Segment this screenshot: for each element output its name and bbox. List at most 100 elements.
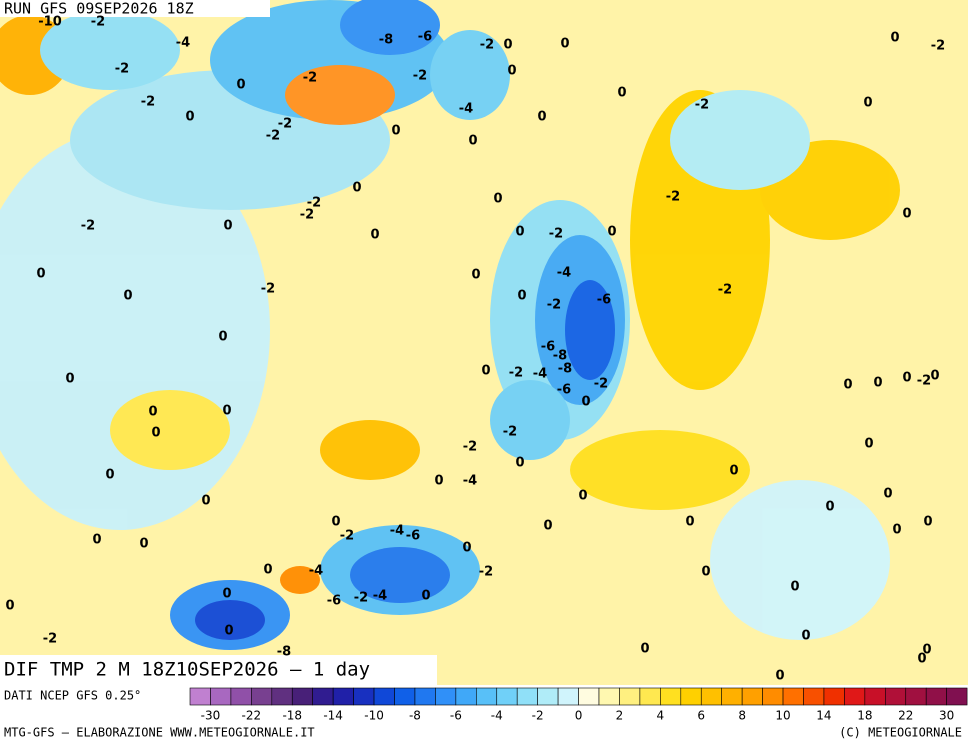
run-label: RUN GFS 09SEP2026 18Z [4, 0, 194, 18]
legend-swatch [946, 687, 968, 706]
contour-label: 0 [481, 364, 490, 379]
legend-swatch [455, 687, 477, 706]
legend-swatch [823, 687, 845, 706]
contour-label: 0 [825, 500, 834, 515]
contour-label: 0 [36, 267, 45, 282]
contour-label: 0 [640, 642, 649, 657]
legend-swatch [251, 687, 273, 706]
contour-label: -8 [553, 349, 567, 364]
contour-label: 0 [537, 110, 546, 125]
contour-label: -4 [533, 367, 547, 382]
contour-label: 0 [185, 110, 194, 125]
contour-label: -2 [509, 366, 523, 381]
legend-swatch [230, 687, 252, 706]
contour-label: 0 [503, 38, 512, 53]
contour-label: -4 [459, 102, 473, 117]
contour-label: -4 [309, 564, 323, 579]
legend-tick-label: 4 [657, 709, 665, 723]
contour-label: 0 [201, 494, 210, 509]
contour-label: 0 [890, 31, 899, 46]
legend-swatch [312, 687, 334, 706]
legend-swatch [578, 687, 600, 706]
contour-label: -2 [503, 425, 517, 440]
contour-label: 0 [493, 192, 502, 207]
run-box [0, 0, 270, 17]
contour-label: -2 [549, 227, 563, 242]
legend-swatch [353, 687, 375, 706]
legend-swatch [721, 687, 743, 706]
contour-label: 0 [331, 515, 340, 530]
contour-label: 0 [775, 669, 784, 684]
legend-swatch [660, 687, 682, 706]
contour-label: 0 [843, 378, 852, 393]
source-label: DATI NCEP GFS 0.25° [4, 689, 141, 703]
contour-label: 0 [883, 487, 892, 502]
contour-label: 0 [148, 405, 157, 420]
legend-swatch [619, 687, 641, 706]
contour-label: -6 [541, 340, 555, 355]
legend-swatch [210, 687, 232, 706]
contour-label: 0 [515, 456, 524, 471]
contour-label: 0 [65, 372, 74, 387]
contour-label: 0 [434, 474, 443, 489]
contour-label: -2 [266, 129, 280, 144]
legend-tick-label: -18 [282, 709, 302, 723]
contour-label: 0 [902, 371, 911, 386]
contour-label: -2 [463, 440, 477, 455]
contour-label: 0 [685, 515, 694, 530]
legend-tick-label: -6 [450, 709, 462, 723]
contour-label: -2 [354, 591, 368, 606]
legend-swatch [782, 687, 804, 706]
contour-label: 0 [370, 228, 379, 243]
contour-label: 0 [352, 181, 361, 196]
legend-swatch [741, 687, 763, 706]
contour-label: 0 [222, 587, 231, 602]
legend-swatch [537, 687, 559, 706]
contour-label: -6 [557, 383, 571, 398]
legend-tick-label: 18 [857, 709, 872, 723]
contour-label: -2 [300, 208, 314, 223]
legend-swatch [557, 687, 579, 706]
legend-tick-label: -14 [323, 709, 343, 723]
legend-swatch [925, 687, 947, 706]
legend-swatch [516, 687, 538, 706]
contour-label: 0 [864, 437, 873, 452]
contour-label: -6 [327, 594, 341, 609]
contour-label: 0 [607, 225, 616, 240]
legend-tick-label: 14 [816, 709, 831, 723]
contour-label: 0 [930, 369, 939, 384]
contour-label: 0 [468, 134, 477, 149]
contour-label: -2 [917, 374, 931, 389]
contour-label: -2 [91, 15, 105, 30]
color-legend: -30 -22 -18 -14 -10 -8 -6 -4 -2 0 2 4 6 8 10 14 18 22 30 [189, 687, 968, 723]
contour-label: -2 [340, 529, 354, 544]
contour-label: 0 [471, 268, 480, 283]
contour-label: 0 [263, 563, 272, 578]
contour-label: 0 [543, 519, 552, 534]
contour-label: -2 [303, 71, 317, 86]
contour-label: 0 [515, 225, 524, 240]
contour-label: 0 [123, 289, 132, 304]
contour-label: -2 [278, 117, 292, 132]
legend-swatch [189, 687, 211, 706]
legend-swatch [435, 687, 457, 706]
contour-label: -2 [931, 39, 945, 54]
contour-label: -8 [558, 362, 572, 377]
legend-swatch [394, 687, 416, 706]
contour-label: -6 [406, 529, 420, 544]
legend-swatch [844, 687, 866, 706]
contour-label: -2 [594, 377, 608, 392]
legend-swatch [905, 687, 927, 706]
legend-swatch [598, 687, 620, 706]
contour-label: -4 [176, 36, 190, 51]
legend-swatch [496, 687, 518, 706]
legend-swatch [332, 687, 354, 706]
contour-label: -2 [695, 98, 709, 113]
contour-label: 0 [218, 330, 227, 345]
legend-tick-label: -8 [409, 709, 421, 723]
legend-swatch [680, 687, 702, 706]
legend-swatch [639, 687, 661, 706]
